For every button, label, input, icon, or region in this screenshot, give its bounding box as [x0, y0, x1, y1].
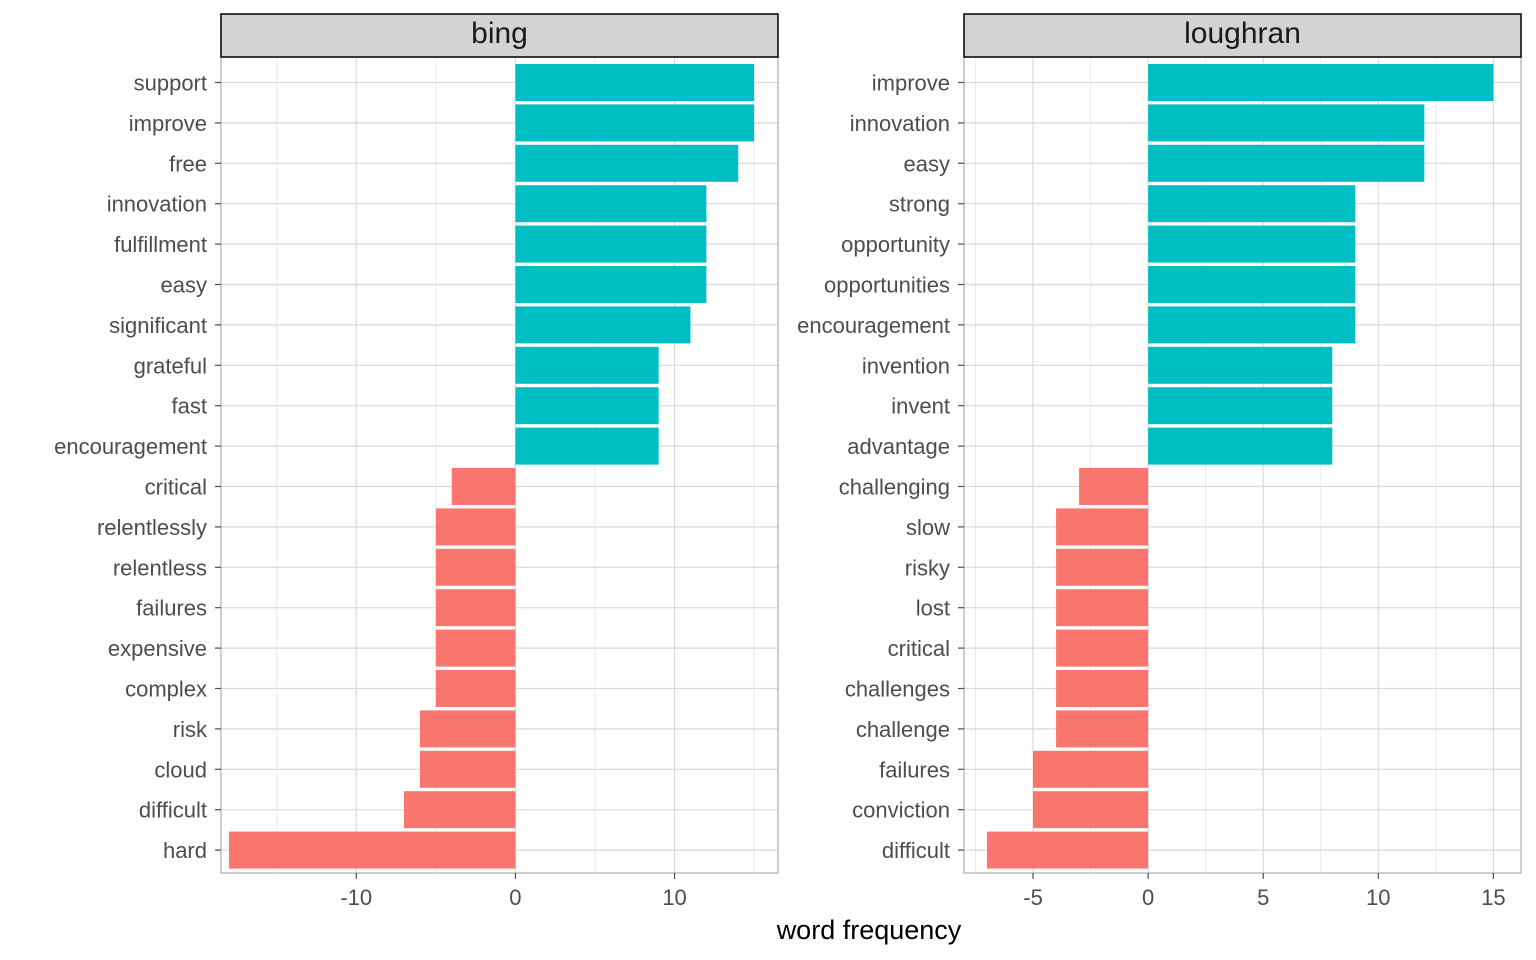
x-tick-label: 0: [509, 885, 521, 910]
bar-cloud: [419, 750, 516, 788]
category-label: hard: [163, 838, 207, 863]
category-label: critical: [888, 636, 950, 661]
bar-challenge: [1056, 710, 1149, 748]
x-axis-title: word frequency: [776, 915, 962, 945]
bar-conviction: [1033, 791, 1149, 829]
bar-fast: [515, 387, 659, 425]
category-label: opportunity: [841, 232, 950, 257]
bar-hard: [228, 831, 516, 869]
bar-grateful: [515, 346, 659, 384]
category-label: slow: [906, 515, 950, 540]
bar-fulfillment: [515, 225, 707, 263]
bar-strong: [1148, 185, 1356, 223]
bar-critical: [1056, 629, 1149, 667]
bar-improve: [1148, 64, 1494, 101]
category-label: innovation: [107, 192, 207, 217]
category-label: relentlessly: [97, 515, 207, 540]
bar-innovation: [1148, 104, 1425, 142]
category-label: fast: [172, 394, 207, 419]
category-label: improve: [872, 71, 950, 96]
bar-advantage: [1148, 427, 1333, 465]
category-label: innovation: [850, 111, 950, 136]
bar-significant: [515, 306, 691, 344]
facet-strip-label: bing: [471, 17, 528, 50]
bar-difficult: [987, 831, 1149, 869]
category-label: challenging: [839, 475, 950, 500]
category-label: difficult: [882, 838, 950, 863]
category-label: risk: [173, 717, 208, 742]
facet-strip: [220, 13, 779, 58]
bar-risky: [1056, 548, 1149, 586]
bar-improve: [515, 104, 755, 142]
bar-failures: [1033, 750, 1149, 788]
x-tick-label: -10: [340, 885, 372, 910]
category-label: challenges: [845, 677, 950, 702]
x-tick-label: -5: [1023, 885, 1043, 910]
bar-lost: [1056, 589, 1149, 627]
bar-complex: [435, 670, 516, 707]
category-label: fulfillment: [114, 232, 207, 257]
category-label: critical: [145, 475, 207, 500]
facet-strip-label: loughran: [1184, 17, 1301, 50]
bar-failures: [435, 589, 516, 627]
panel-loughran: loughran improve innovation easy strong oppor…: [797, 13, 1522, 910]
category-label: advantage: [847, 434, 950, 459]
x-tick-label: 0: [1142, 885, 1154, 910]
bar-encouragement: [1148, 306, 1356, 344]
category-label: lost: [916, 596, 950, 621]
x-tick-label: 15: [1481, 885, 1505, 910]
category-label: encouragement: [797, 313, 950, 338]
panel-bing: bing support improve free innovation fulfillm…: [54, 13, 779, 910]
bar-difficult: [404, 791, 516, 829]
category-label: complex: [125, 677, 207, 702]
x-tick-label: 5: [1257, 885, 1269, 910]
category-label: support: [134, 71, 207, 96]
bar-easy: [515, 266, 707, 303]
bar-challenging: [1079, 468, 1149, 505]
bar-easy: [1148, 144, 1425, 182]
bar-critical: [451, 468, 516, 505]
category-label: difficult: [139, 798, 207, 823]
category-label: failures: [136, 596, 207, 621]
bar-support: [515, 64, 755, 101]
bar-relentlessly: [435, 508, 516, 546]
bar-challenges: [1056, 670, 1149, 707]
category-label: expensive: [108, 636, 207, 661]
bar-expensive: [435, 629, 516, 667]
x-tick-label: 10: [1366, 885, 1390, 910]
bar-opportunity: [1148, 225, 1356, 263]
category-label: easy: [161, 273, 207, 298]
category-label: encouragement: [54, 434, 207, 459]
bar-encouragement: [515, 427, 659, 465]
category-label: risky: [905, 555, 950, 580]
category-label: improve: [129, 111, 207, 136]
category-label: grateful: [134, 353, 207, 378]
bar-slow: [1056, 508, 1149, 546]
category-label: invent: [891, 394, 950, 419]
bar-invent: [1148, 387, 1333, 425]
category-label: invention: [862, 353, 950, 378]
category-label: free: [169, 151, 207, 176]
x-tick-label: 10: [662, 885, 686, 910]
category-label: opportunities: [824, 273, 950, 298]
category-label: strong: [889, 192, 950, 217]
category-label: significant: [109, 313, 207, 338]
facet-strip: [963, 13, 1522, 58]
bar-innovation: [515, 185, 707, 223]
category-label: conviction: [852, 798, 950, 823]
bar-relentless: [435, 548, 516, 586]
category-label: cloud: [154, 757, 207, 782]
category-label: easy: [904, 151, 950, 176]
bar-free: [515, 144, 739, 182]
category-label: challenge: [856, 717, 950, 742]
bar-invention: [1148, 346, 1333, 384]
bar-risk: [419, 710, 516, 748]
category-label: failures: [879, 757, 950, 782]
bar-opportunities: [1148, 266, 1356, 303]
category-label: relentless: [113, 555, 207, 580]
